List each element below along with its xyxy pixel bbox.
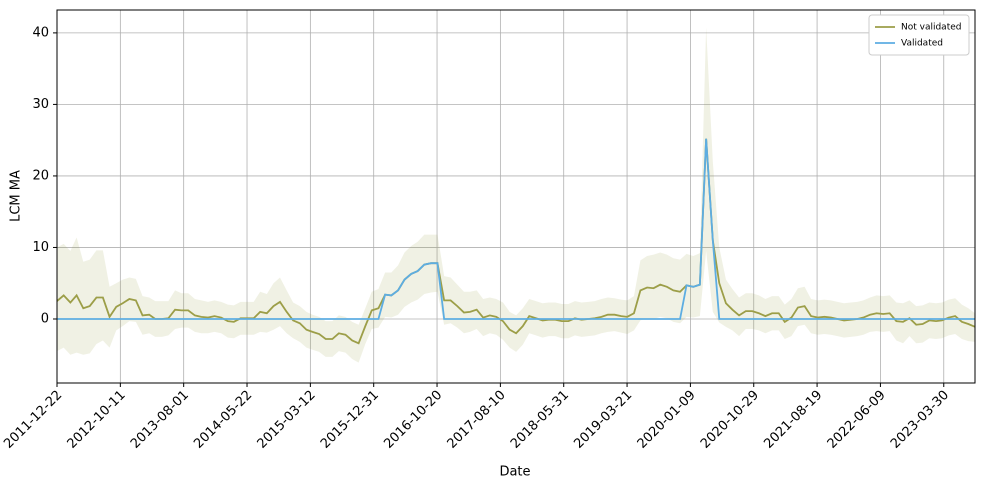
x-tick-label: 2023-03-30 — [888, 388, 952, 452]
y-tick-label: 40 — [32, 25, 49, 40]
x-tick-label: 2018-05-31 — [508, 388, 572, 452]
y-tick-label: 30 — [32, 97, 49, 112]
x-tick-label: 2011-12-22 — [1, 388, 65, 452]
x-tick-label: 2022-06-09 — [825, 388, 889, 452]
y-tick-label: 0 — [41, 311, 49, 326]
series-line — [57, 138, 975, 320]
x-tick-label: 2015-03-12 — [255, 388, 319, 452]
x-tick-label: 2016-10-20 — [381, 388, 445, 452]
legend-label: Validated — [901, 39, 943, 49]
confidence-band — [57, 27, 975, 363]
legend-label: Not validated — [901, 23, 961, 33]
plot-frame — [56, 9, 976, 384]
x-axis-label: Date — [499, 465, 530, 480]
x-tick-label: 2015-12-31 — [318, 388, 382, 452]
x-tick-label: 2020-01-09 — [635, 388, 699, 452]
x-tick-label: 2017-08-10 — [445, 388, 509, 452]
x-tick-label: 2019-03-21 — [571, 388, 635, 452]
x-tick-label: 2021-08-19 — [761, 388, 825, 452]
x-tick-label: 2014-05-22 — [191, 388, 255, 452]
y-tick-label: 20 — [32, 168, 49, 183]
x-tick-label: 2013-08-01 — [128, 388, 192, 452]
y-tick-label: 10 — [32, 240, 49, 255]
x-tick-label: 2020-10-29 — [698, 388, 762, 452]
y-axis-label: LCM MA — [9, 170, 24, 222]
x-tick-label: 2012-10-11 — [65, 388, 129, 452]
series-line — [57, 138, 975, 345]
legend-box — [868, 14, 970, 56]
